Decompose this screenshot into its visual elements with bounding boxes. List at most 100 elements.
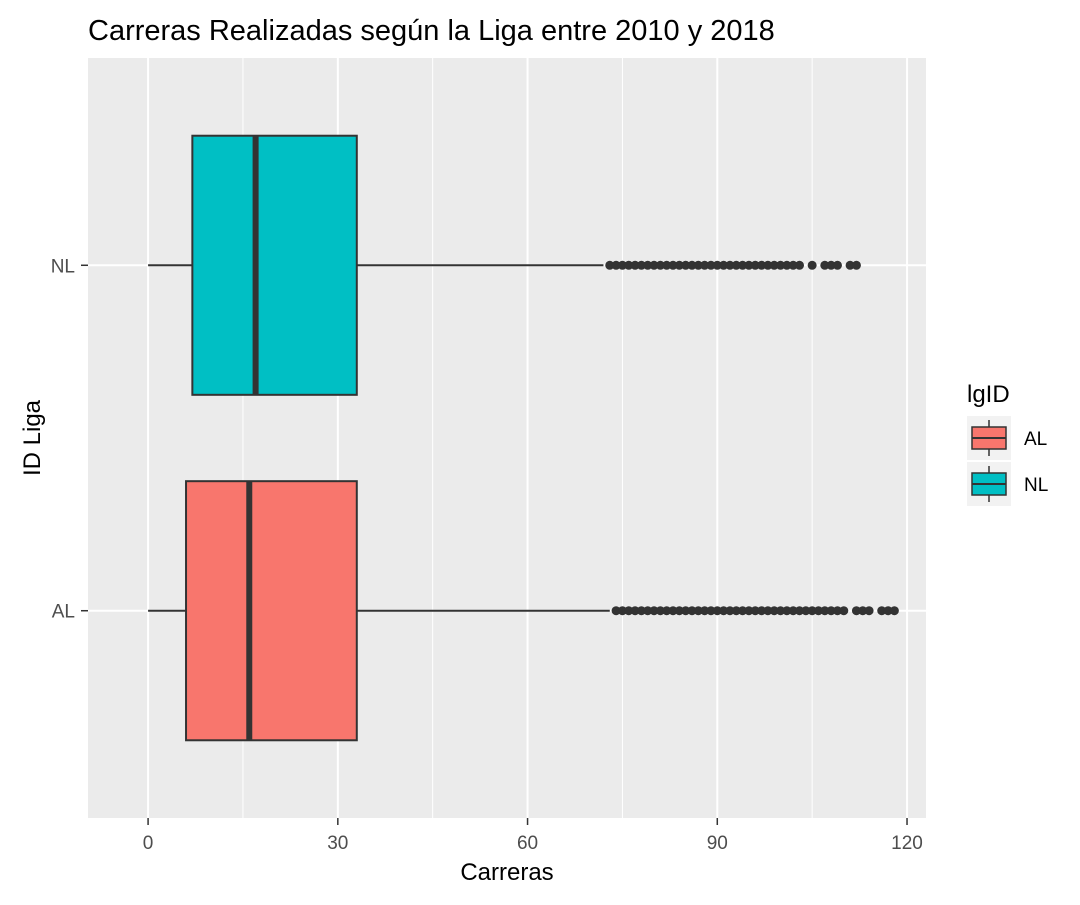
outlier-point: [826, 606, 836, 616]
outlier-point: [858, 606, 868, 616]
outlier-point: [820, 260, 830, 270]
outlier-point: [763, 260, 773, 270]
outlier-point: [744, 260, 754, 270]
outlier-point: [655, 260, 665, 270]
x-axis-label: Carreras: [460, 859, 553, 886]
outlier-point: [763, 606, 773, 616]
outlier-point: [864, 606, 874, 616]
outlier-point: [624, 260, 634, 270]
outlier-point: [700, 260, 710, 270]
outlier-point: [788, 606, 798, 616]
outlier-point: [630, 260, 640, 270]
outlier-point: [693, 606, 703, 616]
outlier-point: [617, 260, 627, 270]
x-tick-label: 30: [327, 833, 348, 854]
box-body: [185, 480, 358, 742]
outlier-point: [687, 606, 697, 616]
outlier-point: [706, 606, 716, 616]
y-axis: AL NL: [51, 256, 88, 623]
outlier-point: [687, 260, 697, 270]
outlier-point: [636, 260, 646, 270]
outlier-point: [719, 260, 729, 270]
box-layer: [148, 134, 899, 742]
x-tick-label: 60: [517, 833, 538, 854]
outlier-point: [826, 260, 836, 270]
outlier-point: [681, 606, 691, 616]
outlier-point: [820, 606, 830, 616]
outlier-point: [801, 606, 811, 616]
outlier-point: [624, 606, 634, 616]
box-nl: [148, 134, 861, 396]
y-tick-label: AL: [52, 602, 75, 623]
outlier-point: [769, 606, 779, 616]
legend-label: NL: [1024, 475, 1048, 496]
outlier-point: [643, 606, 653, 616]
outlier-point: [776, 606, 786, 616]
outlier-point: [744, 606, 754, 616]
outlier-point: [668, 260, 678, 270]
outlier-point: [712, 606, 722, 616]
outlier-point: [883, 606, 893, 616]
outlier-point: [807, 606, 817, 616]
outlier-point: [700, 606, 710, 616]
outlier-point: [782, 606, 792, 616]
outlier-point: [681, 260, 691, 270]
outlier-point: [674, 260, 684, 270]
outlier-point: [725, 260, 735, 270]
outlier-point: [769, 260, 779, 270]
x-tick-label: 0: [143, 833, 154, 854]
outlier-point: [750, 260, 760, 270]
outlier-point: [630, 606, 640, 616]
outlier-point: [719, 606, 729, 616]
outlier-point: [776, 260, 786, 270]
outlier-point: [662, 606, 672, 616]
legend-key-al: AL: [967, 416, 1047, 460]
outlier-point: [655, 606, 665, 616]
legend: lgID AL NL: [967, 381, 1048, 506]
chart-title: Carreras Realizadas según la Liga entre …: [88, 15, 775, 47]
outlier-point: [851, 260, 861, 270]
outlier-point: [725, 606, 735, 616]
y-axis-label: ID Liga: [19, 399, 46, 476]
legend-title: lgID: [967, 381, 1010, 408]
outlier-point: [649, 260, 659, 270]
outlier-point: [706, 260, 716, 270]
outlier-point: [693, 260, 703, 270]
outlier-point: [813, 606, 823, 616]
outlier-point: [782, 260, 792, 270]
outlier-point: [731, 260, 741, 270]
outlier-point: [795, 260, 805, 270]
legend-key-nl: NL: [967, 462, 1048, 506]
outlier-point: [731, 606, 741, 616]
outlier-point: [668, 606, 678, 616]
outlier-point: [795, 606, 805, 616]
outlier-point: [674, 606, 684, 616]
outlier-point: [788, 260, 798, 270]
outlier-point: [757, 606, 767, 616]
outlier-point: [611, 606, 621, 616]
outlier-point: [738, 606, 748, 616]
box-al: [148, 480, 899, 742]
outlier-point: [845, 260, 855, 270]
outlier-point: [649, 606, 659, 616]
outlier-point: [877, 606, 887, 616]
x-tick-label: 90: [707, 833, 728, 854]
outlier-point: [738, 260, 748, 270]
x-tick-label: 120: [891, 833, 923, 854]
x-axis: 0 30 60 90 120: [143, 818, 923, 854]
outlier-point: [807, 260, 817, 270]
y-tick-label: NL: [51, 256, 75, 277]
outlier-point: [832, 606, 842, 616]
outlier-point: [605, 260, 615, 270]
outlier-point: [832, 260, 842, 270]
outlier-point: [611, 260, 621, 270]
outlier-point: [889, 606, 899, 616]
legend-label: AL: [1024, 429, 1047, 450]
box-body: [191, 134, 358, 396]
outlier-point: [617, 606, 627, 616]
outlier-point: [757, 260, 767, 270]
outlier-point: [643, 260, 653, 270]
outlier-point: [750, 606, 760, 616]
